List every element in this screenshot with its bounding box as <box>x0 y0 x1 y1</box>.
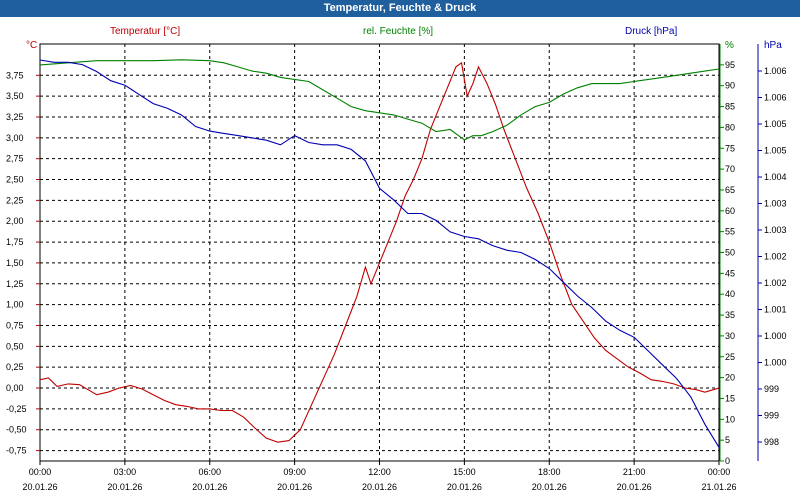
right-axis-tick-label: 1.000 <box>764 331 787 341</box>
right-axis-tick-label: 999 <box>764 411 779 421</box>
x-tick-label-time: 12:00 <box>368 467 391 477</box>
right-axis-tick-label: 1.000 <box>764 358 787 368</box>
middle-axis-tick-label: 45 <box>725 268 735 278</box>
chart-title: Temperatur, Feuchte & Druck <box>0 0 800 17</box>
middle-axis-tick-label: 30 <box>725 331 735 341</box>
middle-axis-tick-label: 65 <box>725 185 735 195</box>
x-tick-label-time: 15:00 <box>453 467 476 477</box>
left-axis-tick-label: 1,00 <box>6 300 24 310</box>
x-tick-label-date: 20.01.26 <box>192 482 227 492</box>
left-axis-tick-label: 3,25 <box>6 112 24 122</box>
x-tick-label-time: 21:00 <box>623 467 646 477</box>
middle-axis-tick-label: 55 <box>725 227 735 237</box>
middle-axis-tick-label: 35 <box>725 310 735 320</box>
x-tick-label-date: 20.01.26 <box>532 482 567 492</box>
x-tick-label-date: 20.01.26 <box>22 482 57 492</box>
left-axis-tick-label: 0,50 <box>6 341 24 351</box>
middle-axis-tick-label: 90 <box>725 81 735 91</box>
right-axis-unit: hPa <box>764 40 782 51</box>
pressure-line <box>39 59 720 448</box>
left-axis-tick-label: 3,00 <box>6 133 24 143</box>
middle-axis-tick-label: 0 <box>725 456 730 466</box>
legend-humidity: rel. Feuchte [%] <box>363 26 433 37</box>
middle-axis-tick-label: 70 <box>725 164 735 174</box>
right-axis-tick-label: 998 <box>764 437 779 447</box>
right-axis-tick-label: 1.005 <box>764 146 787 156</box>
left-axis-tick-label: 2,75 <box>6 154 24 164</box>
middle-axis-tick-label: 10 <box>725 414 735 424</box>
left-axis-tick-label: -0,25 <box>6 404 27 414</box>
left-axis-tick-label: -0,50 <box>6 425 27 435</box>
left-axis-tick-label: 1,25 <box>6 279 24 289</box>
middle-axis-tick-label: 75 <box>725 143 735 153</box>
left-axis-tick-label: 2,25 <box>6 195 24 205</box>
middle-axis-tick-label: 85 <box>725 102 735 112</box>
left-axis-tick-label: 0,25 <box>6 362 24 372</box>
left-axis-tick-label: -0,75 <box>6 446 27 456</box>
middle-axis-unit: % <box>725 40 734 51</box>
left-axis-tick-label: 3,75 <box>6 70 24 80</box>
right-axis-tick-label: 1.003 <box>764 225 787 235</box>
middle-axis-tick-label: 15 <box>725 393 735 403</box>
middle-axis-tick-label: 60 <box>725 206 735 216</box>
right-axis-tick-label: 1.002 <box>764 252 787 262</box>
right-axis-tick-label: 999 <box>764 384 779 394</box>
middle-axis-tick-label: 20 <box>725 373 735 383</box>
right-axis-tick-label: 1.003 <box>764 199 787 209</box>
right-axis-tick-label: 1.004 <box>764 172 787 182</box>
right-axis-tick-label: 1.002 <box>764 278 787 288</box>
x-tick-label-date: 20.01.26 <box>277 482 312 492</box>
right-axis-tick-label: 1.006 <box>764 66 787 76</box>
legend-pressure: Druck [hPa] <box>625 26 677 37</box>
right-axis-tick-label: 1.005 <box>764 119 787 129</box>
middle-axis-tick-label: 5 <box>725 435 730 445</box>
legend-temperature: Temperatur [°C] <box>110 26 180 37</box>
x-tick-label-time: 03:00 <box>114 467 137 477</box>
left-axis-tick-label: 0,75 <box>6 320 24 330</box>
right-axis-tick-label: 1.006 <box>764 93 787 103</box>
x-tick-label-date: 20.01.26 <box>107 482 142 492</box>
x-tick-label-time: 18:00 <box>538 467 561 477</box>
x-tick-label-time: 06:00 <box>198 467 221 477</box>
left-axis-tick-label: 1,75 <box>6 237 24 247</box>
x-tick-label-date: 21.01.26 <box>701 482 736 492</box>
left-axis-tick-label: 2,50 <box>6 175 24 185</box>
x-tick-label-date: 20.01.26 <box>362 482 397 492</box>
x-tick-label-time: 09:00 <box>283 467 306 477</box>
x-tick-label-time: 00:00 <box>708 467 731 477</box>
right-axis-tick-label: 1.001 <box>764 305 787 315</box>
temperature-line <box>39 61 720 443</box>
x-tick-label-date: 20.01.26 <box>617 482 652 492</box>
left-axis-unit: °C <box>26 40 37 51</box>
left-axis-tick-label: 0,00 <box>6 383 24 393</box>
middle-axis-tick-label: 95 <box>725 60 735 70</box>
left-axis-tick-label: 2,00 <box>6 216 24 226</box>
x-tick-label-time: 00:00 <box>29 467 52 477</box>
x-tick-label-date: 20.01.26 <box>447 482 482 492</box>
middle-axis-tick-label: 40 <box>725 289 735 299</box>
left-axis-tick-label: 1,50 <box>6 258 24 268</box>
middle-axis-tick-label: 80 <box>725 122 735 132</box>
middle-axis-tick-label: 25 <box>725 352 735 362</box>
left-axis-tick-label: 3,50 <box>6 91 24 101</box>
humidity-line <box>39 59 720 141</box>
middle-axis-tick-label: 50 <box>725 248 735 258</box>
